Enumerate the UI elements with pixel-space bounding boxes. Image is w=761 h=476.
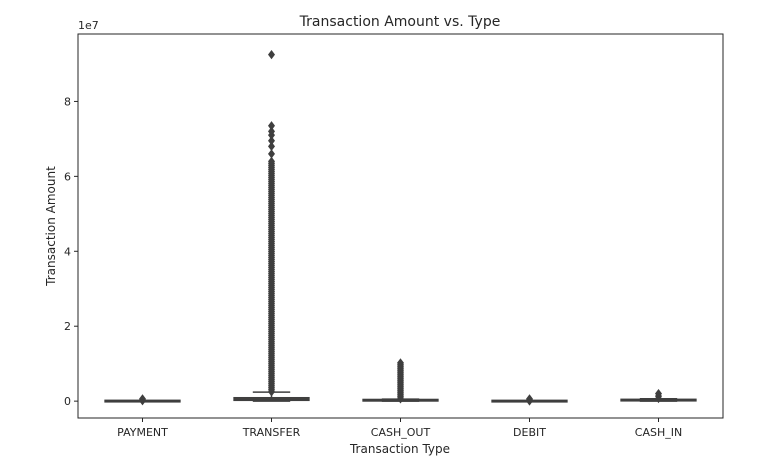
y-axis: 0 2 4 6 8 — [64, 95, 78, 408]
y-tick-label: 0 — [64, 395, 71, 408]
box-group-cash-in — [620, 388, 697, 404]
x-tick-label: PAYMENT — [117, 426, 168, 439]
chart-title: Transaction Amount vs. Type — [299, 14, 501, 30]
y-tick-label: 2 — [64, 320, 71, 333]
x-tick-label: CASH_OUT — [371, 426, 431, 439]
y-offset-label: 1e7 — [78, 19, 99, 32]
box-group-debit — [491, 394, 568, 406]
box-group-payment — [104, 394, 181, 406]
x-axis-label: Transaction Type — [349, 442, 450, 456]
x-tick-label: TRANSFER — [242, 426, 301, 439]
box-group-cash-out — [362, 358, 439, 404]
outlier-point — [268, 49, 275, 60]
y-tick-label: 4 — [64, 245, 71, 258]
y-tick-label: 6 — [64, 170, 71, 183]
outlier-point — [397, 358, 404, 368]
outlier-point — [268, 141, 275, 152]
outlier-point — [268, 156, 275, 167]
outlier-point — [268, 149, 275, 159]
x-axis: PAYMENT TRANSFER CASH_OUT DEBIT CASH_IN — [117, 418, 682, 439]
outlier-point — [268, 126, 275, 137]
y-axis-label: Transaction Amount — [44, 166, 58, 287]
outlier-point — [268, 121, 275, 131]
box-group-transfer — [233, 49, 310, 402]
x-tick-label: DEBIT — [513, 426, 546, 439]
y-tick-label: 8 — [64, 95, 71, 108]
outlier-point — [526, 394, 533, 404]
outlier-point — [655, 388, 662, 399]
outlier-point — [268, 136, 275, 146]
plot-area — [104, 49, 697, 406]
x-tick-label: CASH_IN — [635, 426, 682, 439]
outlier-point — [139, 394, 146, 404]
